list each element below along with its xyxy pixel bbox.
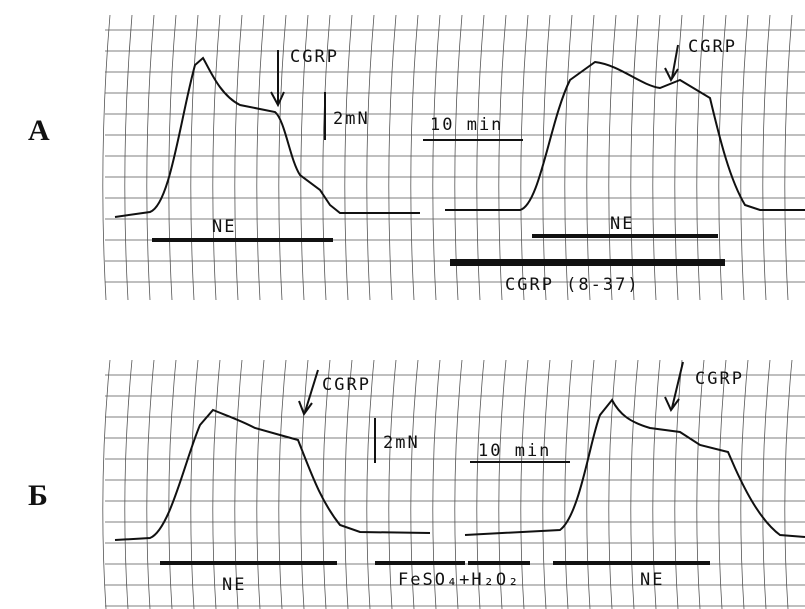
- force-scale-label: 2mN: [333, 109, 370, 129]
- grid-line: [762, 14, 771, 301]
- grid-line: [476, 14, 485, 301]
- grid-line: [652, 14, 661, 301]
- treatment-label: NE: [222, 575, 246, 595]
- treatment-label: NE: [212, 217, 236, 237]
- grid-line: [234, 14, 243, 301]
- grid-line: [256, 359, 265, 609]
- grid-line: [190, 14, 199, 301]
- grid-line: [476, 359, 485, 609]
- grid-line: [344, 14, 353, 301]
- trace: [114, 408, 431, 541]
- grid-line: [432, 359, 441, 609]
- grid-line: [102, 14, 111, 301]
- grid-line: [322, 359, 331, 609]
- trace: [114, 56, 420, 218]
- treatment-label: NE: [640, 570, 664, 590]
- grid-line: [278, 359, 287, 609]
- grid-line: [696, 359, 705, 609]
- grid-line: [344, 359, 353, 609]
- grid-line: [366, 359, 375, 609]
- arrow-head: [298, 400, 313, 417]
- grid-line: [652, 359, 661, 609]
- grid-line: [212, 14, 221, 301]
- grid-line: [608, 14, 617, 301]
- panel-label: А: [28, 114, 50, 147]
- grid-line: [388, 359, 397, 609]
- trace: [464, 398, 805, 538]
- grid-line: [762, 359, 771, 609]
- grid-line: [432, 14, 441, 301]
- grid-line: [696, 14, 705, 301]
- arrow-head: [664, 67, 679, 83]
- chart-paper-grid: [102, 14, 805, 609]
- grid-line: [630, 14, 639, 301]
- treatment-label: CGRP (8-37): [505, 275, 640, 295]
- grid-line: [124, 14, 133, 301]
- grid-line: [212, 359, 221, 609]
- treatment-bar: [160, 561, 337, 565]
- grid-line: [102, 359, 111, 609]
- arrow-label: CGRP: [322, 375, 371, 395]
- arrow-head: [664, 396, 680, 412]
- treatment-bar: [532, 234, 718, 238]
- grid-line: [740, 14, 749, 301]
- force-scale-label: 2mN: [383, 433, 420, 453]
- grid-line: [564, 14, 573, 301]
- grid-line: [586, 14, 595, 301]
- trace: [445, 60, 805, 211]
- grid-line: [410, 14, 419, 301]
- grid-line: [498, 359, 507, 609]
- grid-line: [520, 14, 529, 301]
- grid-line: [718, 359, 727, 609]
- grid-line: [366, 14, 375, 301]
- grid-line: [564, 359, 573, 609]
- grid-line: [784, 14, 793, 301]
- treatment-bar: [152, 238, 333, 242]
- grid-line: [234, 359, 243, 609]
- grid-line: [410, 359, 419, 609]
- grid-line: [542, 14, 551, 301]
- arrow-label: CGRP: [290, 47, 339, 67]
- arrow: [671, 44, 679, 79]
- grid-line: [146, 359, 155, 609]
- grid-line: [256, 14, 265, 301]
- grid-line: [520, 359, 529, 609]
- grid-line: [300, 359, 309, 609]
- time-scale-label: 10 min: [478, 441, 551, 461]
- treatment-bar: [468, 561, 530, 565]
- treatment-label: NE: [610, 214, 634, 234]
- grid-line: [542, 359, 551, 609]
- grid-line: [190, 359, 199, 609]
- grid-line: [586, 359, 595, 609]
- grid-line: [784, 359, 793, 609]
- grid-line: [454, 359, 463, 609]
- arrow: [304, 369, 319, 413]
- grid-line: [740, 359, 749, 609]
- grid-line: [608, 359, 617, 609]
- grid-line: [388, 14, 397, 301]
- panel-label: Б: [28, 479, 48, 512]
- arrow-head: [270, 91, 285, 108]
- grid-line: [454, 14, 463, 301]
- grid-line: [498, 14, 507, 301]
- grid-line: [278, 14, 287, 301]
- treatment-bar: [375, 561, 465, 565]
- time-scale-label: 10 min: [430, 115, 503, 135]
- treatment-bar: [553, 561, 710, 565]
- grid-line: [146, 14, 155, 301]
- arrow-label: CGRP: [695, 369, 744, 389]
- arrow: [671, 361, 684, 409]
- grid-line: [674, 359, 683, 609]
- arrow-label: CGRP: [688, 37, 737, 57]
- grid-line: [630, 359, 639, 609]
- treatment-bar: [450, 259, 725, 266]
- grid-line: [124, 359, 133, 609]
- treatment-label: FeSO₄+H₂O₂: [398, 570, 520, 590]
- grid-line: [168, 359, 177, 609]
